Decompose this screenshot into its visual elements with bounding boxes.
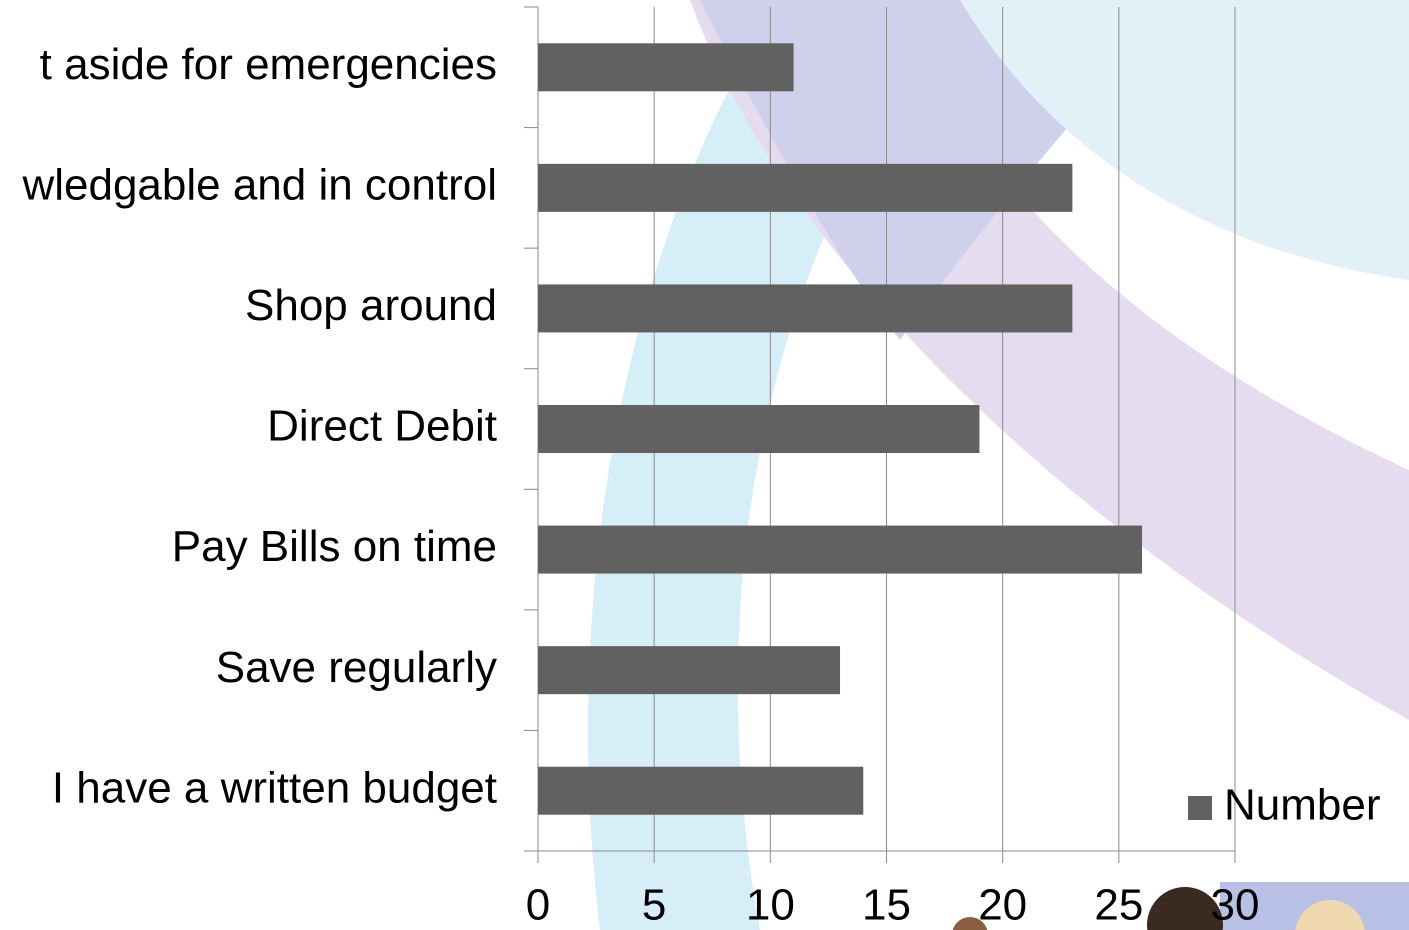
bar <box>538 405 979 453</box>
y-tick-label: t aside for emergencies <box>40 40 497 89</box>
bar <box>538 284 1072 332</box>
y-tick-label: Direct Debit <box>267 402 497 451</box>
bar <box>538 767 863 815</box>
x-tick-label: 0 <box>526 881 550 930</box>
bar <box>538 526 1142 574</box>
y-tick-label: wledgable and in control <box>21 160 497 209</box>
x-tick-label: 10 <box>746 881 795 930</box>
y-tick-label: I have a written budget <box>52 763 497 812</box>
x-tick-label: 5 <box>642 881 666 930</box>
legend-swatch <box>1188 796 1212 820</box>
x-tick-label: 20 <box>978 881 1027 930</box>
y-tick-label: Save regularly <box>216 643 497 692</box>
y-tick-label: Shop around <box>245 281 497 330</box>
x-tick-label: 25 <box>1094 881 1143 930</box>
page: {"chart_data": {"type": "bar", "orientat… <box>0 0 1409 930</box>
x-tick-label: 15 <box>862 881 911 930</box>
y-tick-label: Pay Bills on time <box>172 522 497 571</box>
bar <box>538 646 840 694</box>
legend-label: Number <box>1224 781 1381 830</box>
bar <box>538 43 794 91</box>
chart: 0 5 10 15 20 25 30 t aside for emergencies wledg… <box>0 0 1409 930</box>
x-tick-label: 30 <box>1211 881 1260 930</box>
bar <box>538 164 1072 212</box>
